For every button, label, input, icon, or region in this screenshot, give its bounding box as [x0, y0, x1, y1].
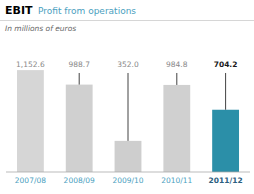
x-tick-label: 2010/11: [161, 176, 192, 185]
chart: EBIT Profit from operations In millions of…: [0, 0, 254, 194]
annotation: In millions of euros: [5, 24, 76, 33]
data-label: 984.8: [166, 60, 188, 69]
data-label: 704.2: [214, 60, 238, 69]
connector-line: [79, 73, 80, 85]
bar: [17, 70, 44, 172]
connector-line: [225, 73, 226, 110]
chart-container: EBIT Profit from operations In millions of…: [0, 0, 254, 194]
bar: [115, 141, 142, 172]
bar: [66, 85, 93, 172]
data-label: 988.7: [68, 60, 90, 69]
x-tick-label: 2008/09: [64, 176, 95, 185]
title: EBIT: [5, 4, 33, 17]
bar: [212, 110, 239, 172]
title-rule: [0, 20, 254, 21]
data-label: 352.0: [117, 60, 139, 69]
subtitle: Profit from operations: [38, 6, 136, 16]
bar: [163, 85, 190, 172]
connector-line: [128, 73, 129, 141]
plot-area: [17, 70, 239, 172]
data-label: 1,152.6: [16, 60, 45, 69]
x-tick-label: 2007/08: [15, 176, 46, 185]
connector-line: [176, 73, 177, 85]
baseline: [6, 172, 250, 173]
x-tick-label: 2009/10: [112, 176, 143, 185]
x-tick-label: 2011/12: [209, 176, 243, 185]
